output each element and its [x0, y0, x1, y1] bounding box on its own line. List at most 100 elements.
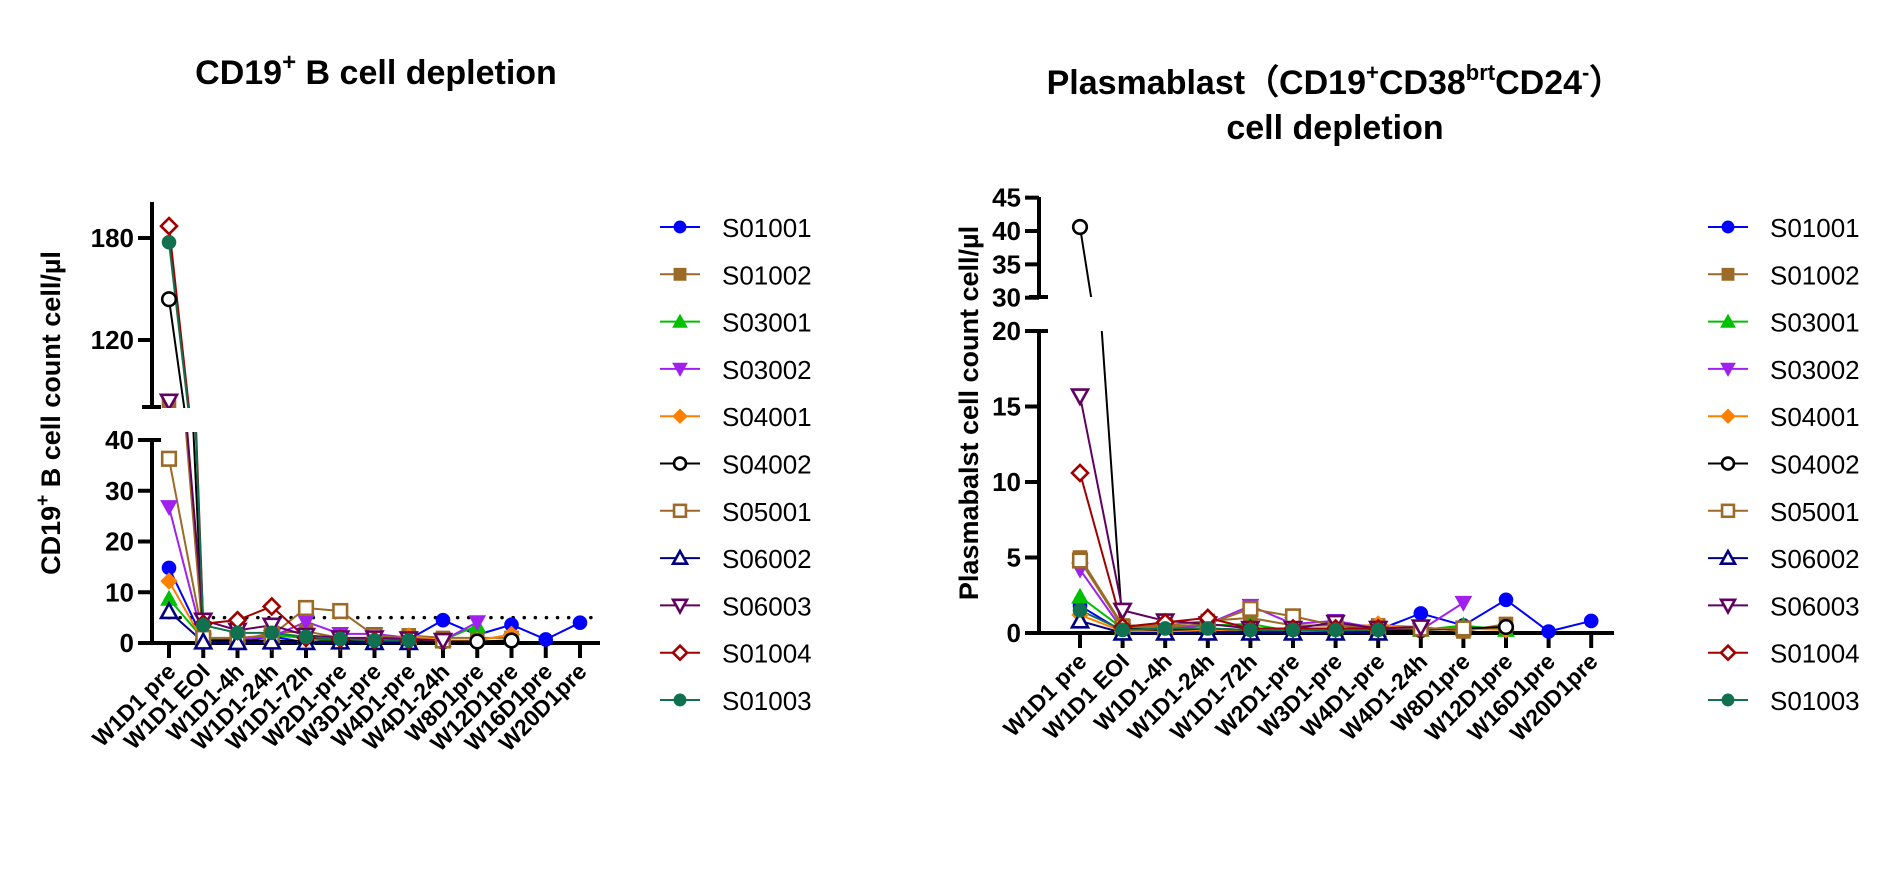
data-point-S01004 [1070, 463, 1090, 483]
series-line-S03001 [1080, 482, 1506, 497]
y-tick-label: 180 [91, 223, 134, 253]
legend-item-S05001: S05001 [660, 497, 812, 527]
y-tick-label: 20 [992, 316, 1021, 346]
series-line-S01002 [168, 404, 171, 408]
legend-item-S04001: S04001 [1708, 402, 1860, 432]
legend-item-S03001: S03001 [660, 308, 812, 338]
y-tick-label: 10 [105, 577, 134, 607]
data-point-S01001 [435, 612, 451, 628]
y-tick-label: 0 [1007, 618, 1021, 648]
legend-item-S01004: S01004 [1708, 639, 1860, 669]
data-point-S01003 [1285, 622, 1301, 638]
legend-marker-icon [672, 503, 688, 519]
data-point-S01003 [298, 629, 314, 645]
data-point-S06003 [1112, 602, 1133, 622]
data-point-S06003 [432, 632, 454, 652]
left-y-axis-label: CD19+ B cell count cell/µl [33, 251, 66, 575]
data-point-S05001 [332, 602, 349, 620]
right-y-axis-label: Plasmabalst cell count cell/µl [954, 226, 984, 600]
data-point-S01003 [1370, 622, 1386, 638]
series-line-S01002 [184, 432, 512, 642]
series-line-S06002 [169, 533, 409, 543]
legend-item-S06003: S06003 [660, 591, 812, 621]
legend-marker-icon [1719, 643, 1737, 662]
data-point-S04002 [503, 632, 520, 649]
legend-marker-icon [1721, 693, 1735, 707]
legend-marker-icon [1720, 362, 1736, 377]
y-tick-label: 15 [992, 392, 1021, 422]
legend-item-S01001: S01001 [1708, 213, 1860, 243]
data-point-S06003 [1410, 619, 1432, 638]
data-point-S01001 [1583, 613, 1599, 629]
legend-item-S01004: S01004 [660, 639, 812, 669]
legend-item-S03002: S03002 [660, 355, 812, 385]
data-point-S01003 [161, 234, 177, 250]
plot-segment-lower [1069, 331, 1599, 641]
y-tick-label: 30 [992, 283, 1021, 313]
legend-marker-icon [670, 598, 690, 616]
legend-label: S03001 [1770, 308, 1860, 338]
legend-item-S01001: S01001 [660, 213, 812, 243]
series-line-S01001 [1080, 483, 1591, 498]
legend-label: S06002 [722, 544, 812, 574]
series-line-S06002 [1080, 492, 1378, 497]
legend-marker-icon [673, 693, 687, 707]
data-point-S01004 [261, 596, 282, 617]
right-chart-title-line2: cell depletion [1226, 109, 1443, 147]
data-point-S01003 [1200, 621, 1216, 636]
data-point-S05001 [1242, 600, 1259, 617]
legend-marker-icon [672, 313, 688, 328]
legend-item-S04001: S04001 [660, 402, 812, 432]
legend-item-S01003: S01003 [1708, 686, 1860, 716]
legend-marker-icon [1721, 267, 1735, 281]
y-tick-label: 35 [992, 249, 1021, 279]
series-line-S01003 [1080, 488, 1378, 497]
legend-marker-icon [1720, 456, 1736, 471]
series-line-S03002 [168, 506, 478, 642]
data-point-S03002 [468, 615, 487, 632]
y-tick-label: 40 [992, 216, 1021, 246]
legend-label: S04001 [722, 402, 812, 432]
plot-segment-upper [158, 216, 409, 543]
y-tick-label: 0 [120, 628, 134, 658]
legend-marker-icon [1720, 313, 1736, 328]
legend-label: S01004 [722, 639, 812, 669]
data-point-S06002 [261, 631, 282, 650]
legend-item-S03002: S03002 [1708, 355, 1860, 385]
legend-label: S04001 [1770, 402, 1860, 432]
series-line-S04001 [1080, 490, 1506, 497]
legend-label: S01002 [722, 260, 812, 290]
data-point-S01003 [401, 633, 417, 648]
data-point-S01003 [230, 625, 245, 641]
data-point-S05001 [1071, 552, 1089, 569]
data-point-S05001 [160, 450, 178, 467]
data-point-S01004 [159, 216, 179, 236]
legend-item-S01002: S01002 [660, 260, 812, 290]
series-line-S01002 [1080, 464, 1506, 497]
legend-item-S04002: S04002 [1708, 450, 1860, 480]
data-point-S01003 [1115, 622, 1130, 638]
data-point-S01003 [195, 617, 211, 633]
series-line-S06003 [186, 432, 444, 642]
data-point-S04002 [1071, 218, 1089, 236]
plot-segment-lower [158, 432, 588, 652]
y-tick-label: 40 [105, 425, 134, 455]
data-point-S05001 [1455, 620, 1472, 637]
data-point-S06002 [193, 631, 214, 650]
data-point-S01001 [1498, 592, 1514, 608]
y-tick-label: 45 [992, 183, 1021, 213]
data-point-S01001 [538, 632, 554, 647]
data-point-S04002 [160, 291, 178, 308]
y-tick-label: 120 [91, 325, 134, 355]
data-point-S06002 [1069, 610, 1091, 629]
y-tick-label: 20 [105, 527, 134, 557]
series-line-S06003 [1079, 395, 1421, 630]
series-line-S03002 [1080, 470, 1463, 497]
legend-label: S01001 [1770, 213, 1860, 243]
data-point-S01001 [572, 615, 588, 631]
legend-label: S01004 [1770, 639, 1860, 669]
right-legend: S01001 S01002 S03001 S03002 S04001 S04002 S050… [1708, 213, 1860, 716]
legend-label: S01003 [722, 686, 812, 716]
